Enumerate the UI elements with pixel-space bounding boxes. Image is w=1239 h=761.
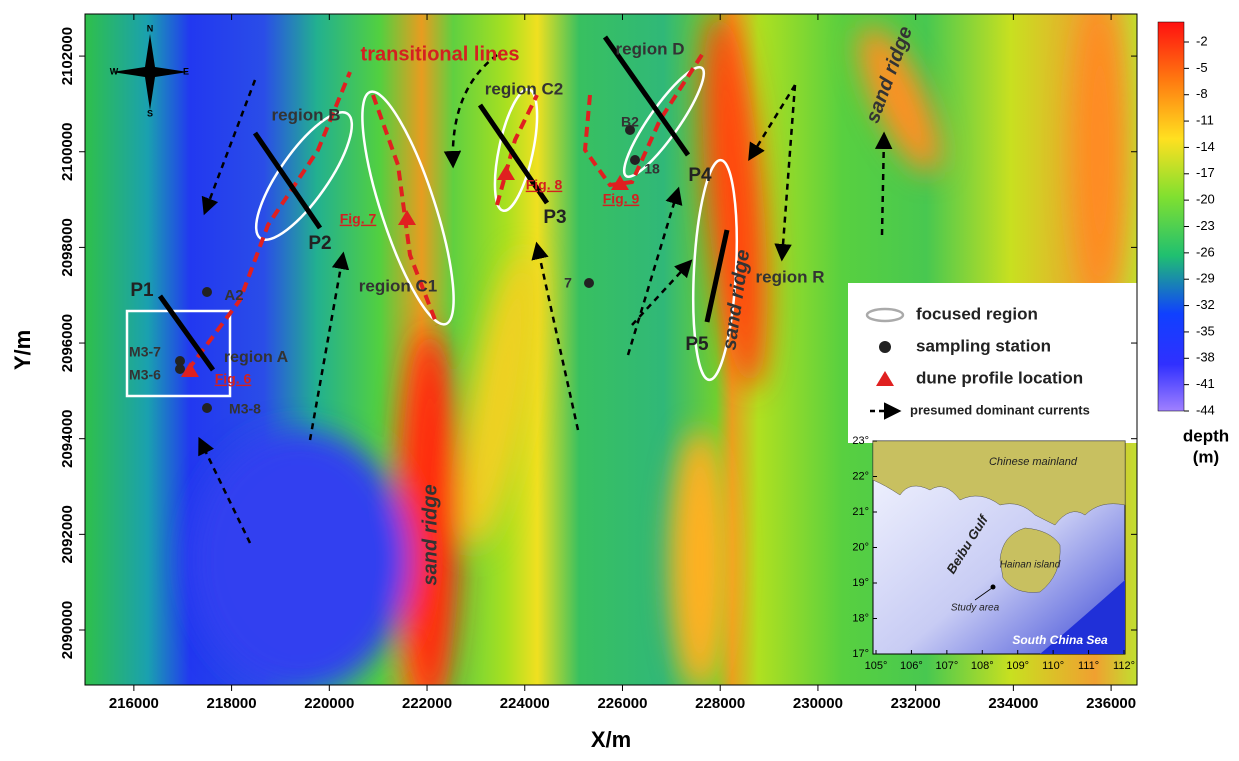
inset-y-tick-label: 22° [852, 470, 869, 482]
inset-x-tick-label: 108° [971, 660, 994, 672]
annotation: P1 [130, 280, 154, 301]
colorbar-label: -20 [1196, 192, 1215, 207]
colorbar-label: -32 [1196, 297, 1215, 312]
colorbar-title: depth [1183, 426, 1229, 445]
legend-label: sampling station [916, 336, 1051, 355]
figure: N S E W 216000 218000 220000 222000 224000 22… [0, 0, 1239, 761]
colorbar-label: -14 [1196, 139, 1215, 154]
legend-label: focused region [916, 304, 1038, 323]
x-tick-label: 230000 [793, 695, 843, 712]
colorbar-label: -41 [1196, 376, 1215, 391]
annotation: M3-7 [129, 344, 161, 360]
annotation: region A [224, 349, 289, 366]
inset-x-tick-label: 110° [1042, 660, 1064, 672]
compass-n: N [147, 23, 154, 33]
inset-x-tick-label: 112° [1113, 660, 1135, 672]
colorbar-label: -29 [1196, 271, 1215, 286]
inset-y-tick-label: 20° [852, 541, 869, 553]
x-tick-label: 236000 [1086, 695, 1136, 712]
x-tick-label: 222000 [402, 695, 452, 712]
colorbar-label: -44 [1196, 402, 1215, 417]
inset-y-tick-label: 19° [852, 577, 869, 589]
y-tick-label: 2092000 [59, 505, 76, 563]
inset-map [873, 441, 1125, 654]
colorbar-label: -38 [1196, 350, 1215, 365]
annotation: P5 [685, 334, 709, 355]
compass-w: W [110, 66, 119, 76]
colorbar-label: -23 [1196, 218, 1215, 233]
x-tick-label: 224000 [500, 695, 550, 712]
x-tick-label: 226000 [597, 695, 647, 712]
annotation: region B [272, 105, 341, 124]
colorbar-label: -35 [1196, 323, 1215, 338]
y-tick-label: 2102000 [59, 27, 76, 85]
legend-label: presumed dominant currents [910, 402, 1090, 417]
inset-y-tick-label: 18° [852, 612, 869, 624]
study-area-marker [991, 585, 996, 590]
colorbar-label: -2 [1196, 33, 1208, 48]
annotation: A2 [224, 287, 243, 304]
inset-y-tick-label: 17° [852, 648, 869, 660]
y-tick-label: 2090000 [59, 601, 76, 659]
x-tick-label: 228000 [695, 695, 745, 712]
legend-label: dune profile location [916, 368, 1083, 387]
colorbar-label: -11 [1196, 113, 1214, 128]
inset-x-tick-label: 107° [935, 660, 958, 672]
annotation: region R [756, 267, 825, 286]
compass-s: S [147, 108, 153, 118]
y-axis-title: Y/m [10, 330, 35, 370]
colorbar-label: -26 [1196, 244, 1215, 259]
annotation: region C1 [359, 276, 437, 295]
annotation: 7 [564, 275, 572, 291]
annotation: Fig. 9 [603, 191, 640, 207]
x-tick-label: 234000 [988, 695, 1038, 712]
annotation: Fig. 6 [215, 371, 252, 387]
annotation: P4 [688, 165, 712, 186]
x-axis-title: X/m [591, 727, 631, 752]
inset-x-tick-label: 109° [1006, 660, 1029, 672]
inset-x-tick-label: 111° [1078, 660, 1099, 672]
colorbar-label: -17 [1196, 165, 1215, 180]
annotation: Fig. 7 [340, 211, 377, 227]
inset-label: Hainan island [1000, 560, 1061, 571]
annotation: P2 [308, 233, 331, 254]
inset-label: Study area [951, 603, 1000, 614]
annotation: 18 [644, 161, 660, 177]
annotation: sand ridge [419, 484, 441, 585]
annotation: M3-6 [129, 367, 161, 383]
annotation: Fig. 8 [526, 177, 563, 193]
inset-label: Chinese mainland [989, 456, 1078, 468]
annotation: B2 [621, 114, 639, 130]
inset-x-tick-label: 105° [865, 660, 888, 672]
colorbar-title: (m) [1193, 447, 1219, 466]
annotation: transitional lines [361, 43, 520, 65]
inset-y-tick-label: 23° [852, 435, 869, 447]
y-tick-label: 2100000 [59, 123, 76, 181]
colorbar [1158, 22, 1184, 411]
y-tick-label: 2094000 [59, 409, 76, 467]
annotation: P3 [543, 207, 566, 228]
colorbar-label: -8 [1196, 86, 1208, 101]
x-tick-label: 216000 [109, 695, 159, 712]
y-tick-label: 2098000 [59, 218, 76, 276]
y-tick-label: 2096000 [59, 314, 76, 372]
x-tick-label: 218000 [207, 695, 257, 712]
inset-x-tick-label: 106° [900, 660, 923, 672]
annotation: M3-8 [229, 401, 261, 417]
inset-label: South China Sea [1012, 633, 1108, 647]
x-tick-label: 232000 [891, 695, 941, 712]
compass-e: E [183, 66, 189, 76]
annotation: region D [616, 39, 685, 58]
colorbar-label: -5 [1196, 60, 1208, 75]
x-tick-label: 220000 [304, 695, 354, 712]
inset-y-tick-label: 21° [852, 506, 869, 518]
annotation: region C2 [485, 79, 563, 98]
